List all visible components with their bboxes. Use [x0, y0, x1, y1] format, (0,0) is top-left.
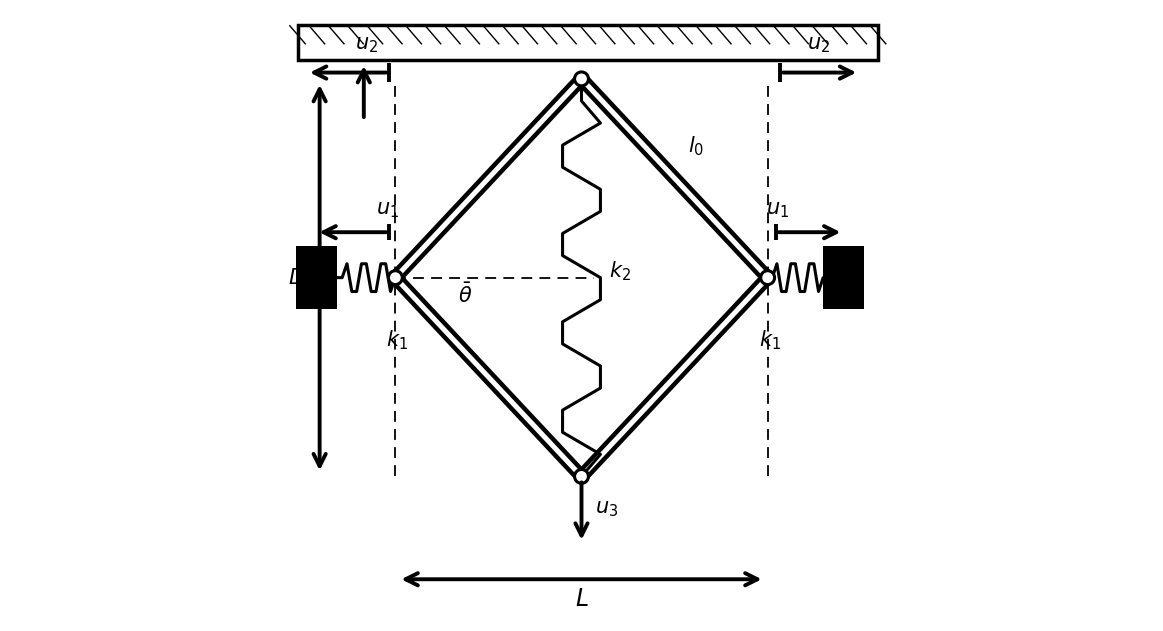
Text: $\bar{\theta}$: $\bar{\theta}$	[458, 283, 473, 307]
Circle shape	[575, 469, 588, 483]
Text: $u_1$: $u_1$	[765, 199, 789, 220]
Bar	[298, 25, 878, 60]
Circle shape	[575, 72, 588, 86]
Text: $k_1$: $k_1$	[386, 328, 408, 351]
Text: $L$: $L$	[575, 587, 588, 611]
Text: $k_1$: $k_1$	[758, 328, 780, 351]
Text: $D$: $D$	[288, 268, 305, 288]
Text: $k_2$: $k_2$	[608, 259, 630, 283]
Circle shape	[388, 271, 402, 285]
Bar	[297, 246, 337, 309]
Text: $m$: $m$	[305, 290, 328, 314]
Text: $m$: $m$	[835, 290, 858, 314]
Text: $u_1$: $u_1$	[376, 199, 399, 220]
Circle shape	[761, 271, 775, 285]
Bar	[823, 246, 864, 309]
Text: $u_2$: $u_2$	[807, 35, 829, 55]
Text: $l_0$: $l_0$	[688, 134, 705, 158]
Text: $u_2$: $u_2$	[356, 35, 378, 55]
Text: $u_3$: $u_3$	[595, 499, 619, 519]
